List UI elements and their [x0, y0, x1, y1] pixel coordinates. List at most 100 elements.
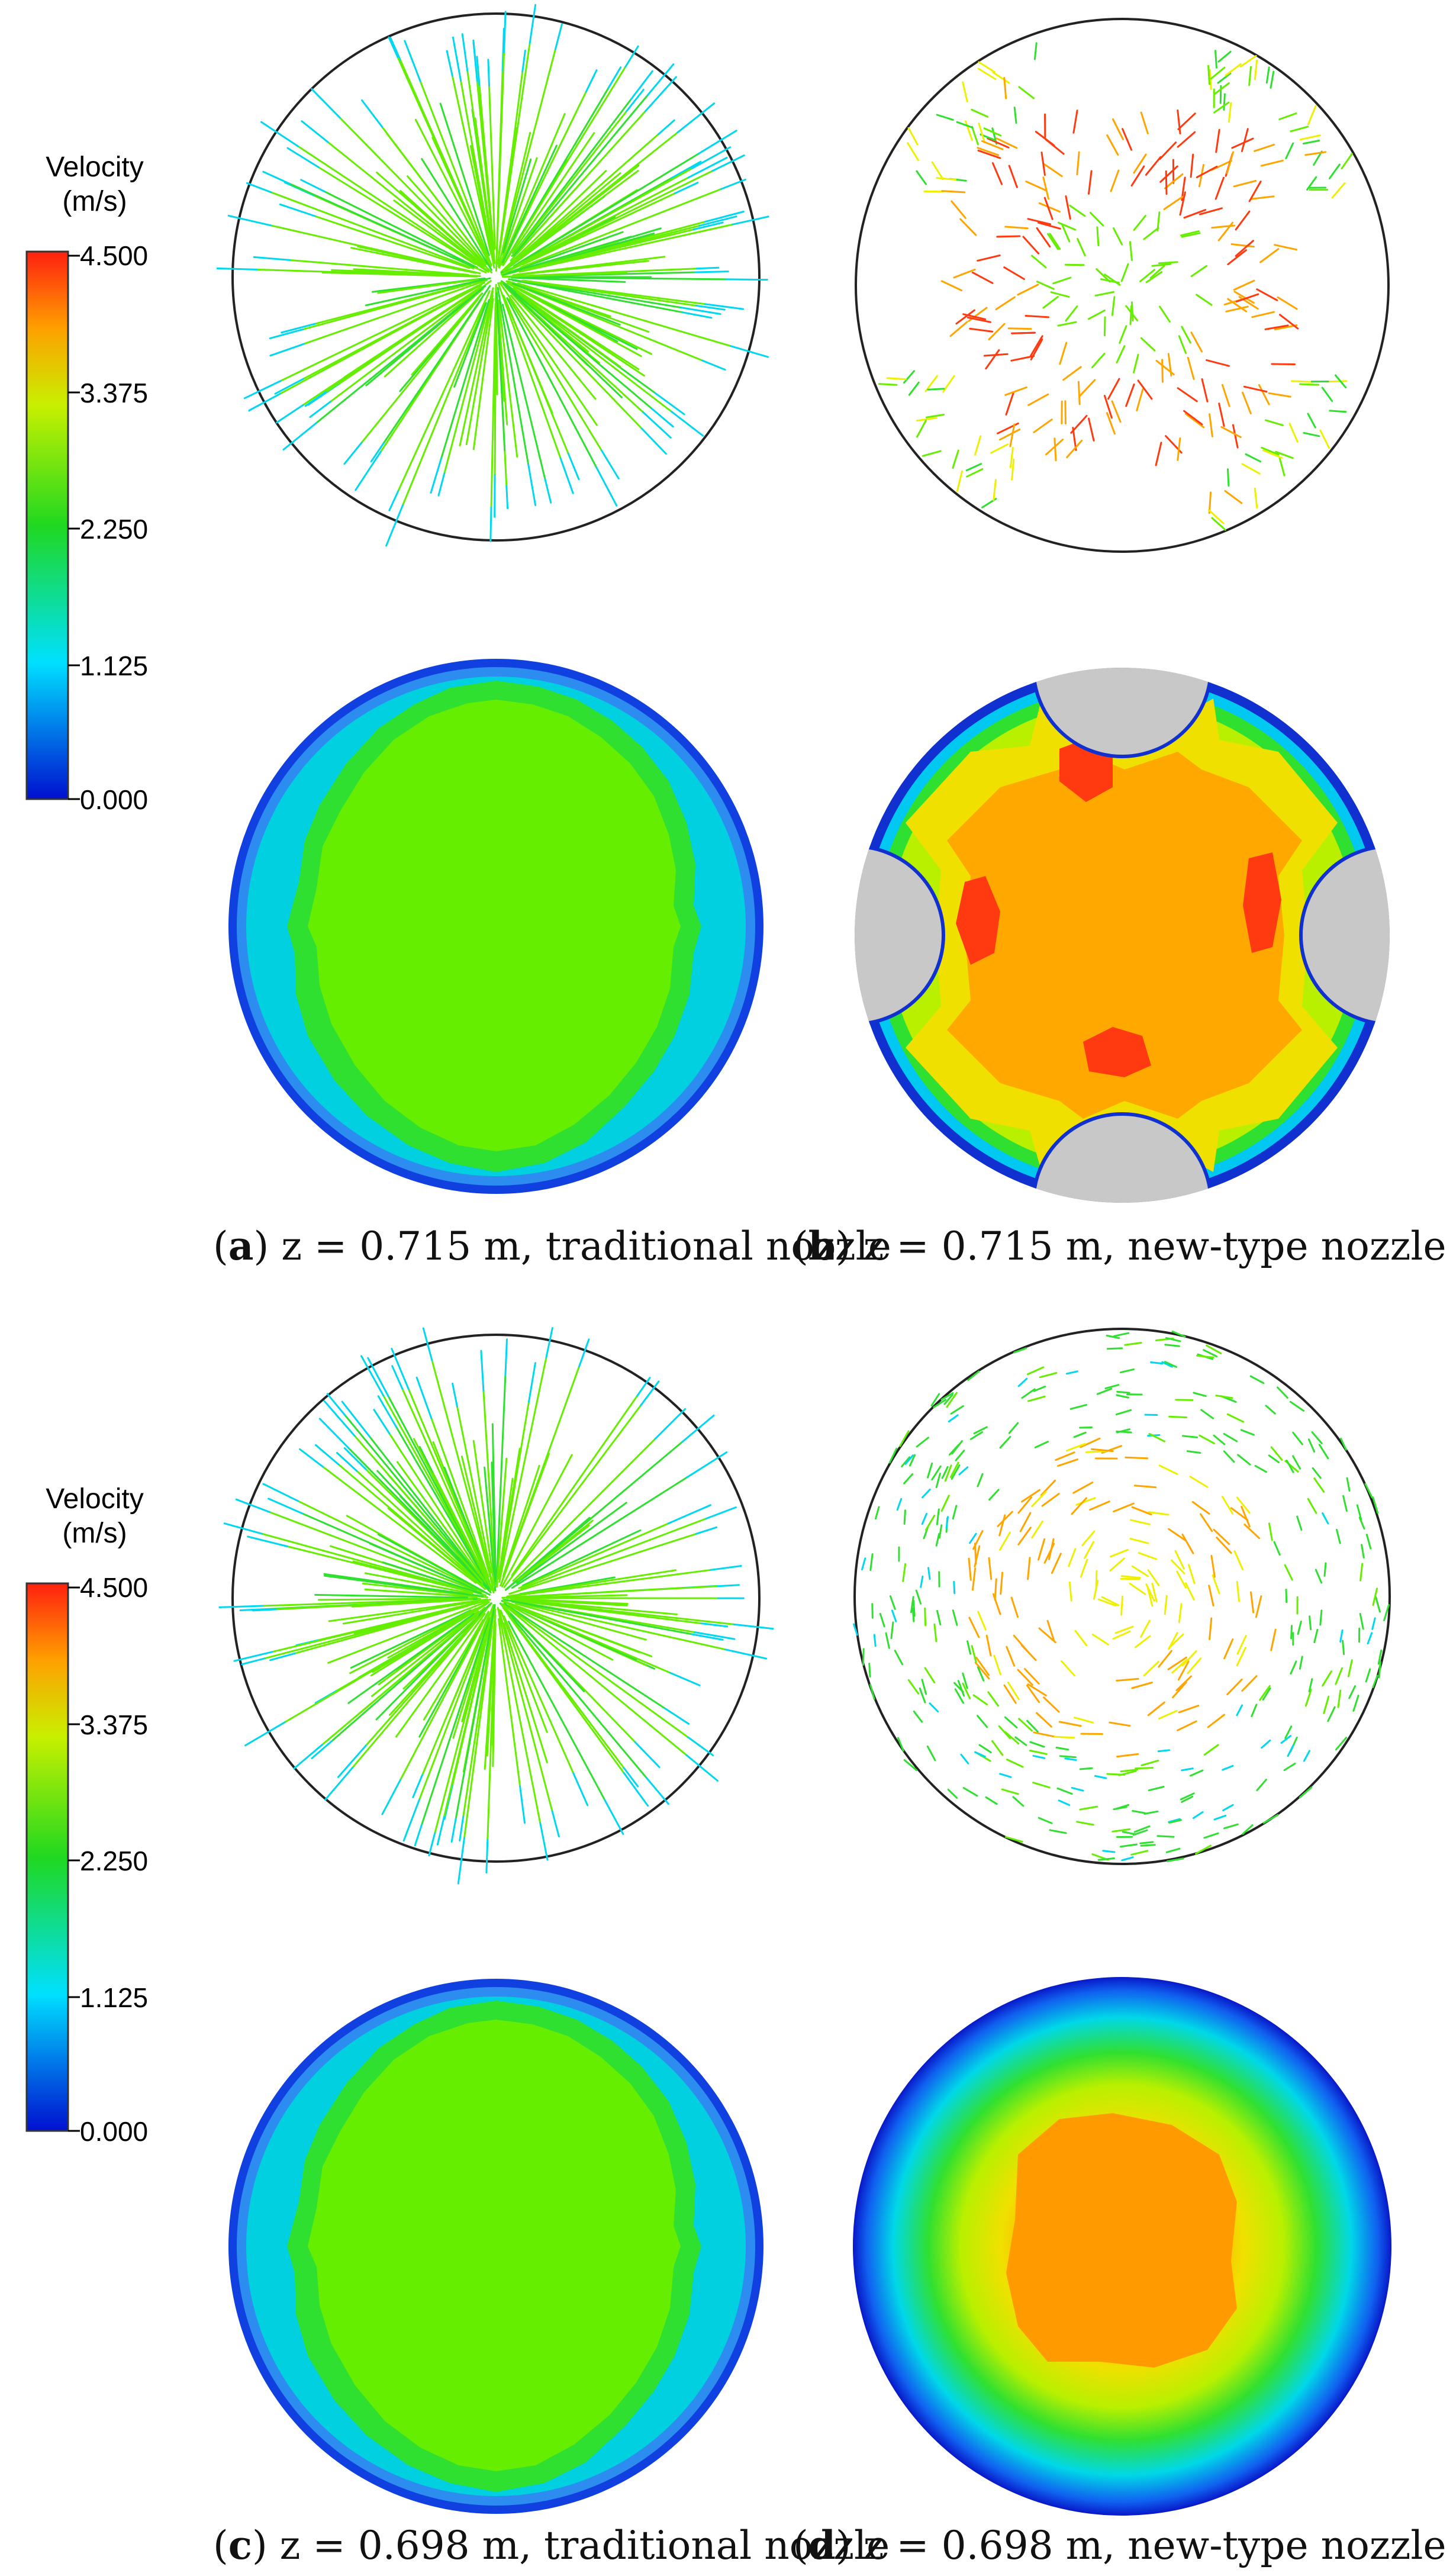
velocity-arrow [1139, 1841, 1154, 1844]
velocity-arrow [1383, 1604, 1390, 1621]
legend-tick: 4.500 [80, 1572, 148, 1603]
velocity-arrow [1164, 173, 1184, 189]
velocity-arrow [328, 1598, 488, 1622]
velocity-arrow [452, 1625, 488, 1739]
velocity-arrow [969, 1532, 977, 1544]
velocity-arrow [318, 1418, 350, 1450]
velocity-arrow [691, 146, 732, 169]
velocity-arrow [517, 170, 639, 261]
velocity-arrow [908, 1454, 916, 1467]
velocity-arrow [949, 321, 968, 337]
velocity-arrow [607, 66, 622, 89]
velocity-arrow [513, 94, 649, 257]
velocity-arrow [421, 1617, 491, 1826]
velocity-arrow [1027, 1395, 1046, 1402]
velocity-arrow [1218, 402, 1225, 427]
velocity-arrow [951, 1464, 961, 1480]
velocity-arrow [952, 1609, 958, 1626]
velocity-arrow [327, 141, 482, 266]
velocity-arrow [457, 1837, 465, 1885]
velocity-arrow [1176, 1570, 1187, 1589]
velocity-arrow [650, 407, 674, 428]
velocity-arrow [636, 1377, 651, 1398]
velocity-arrow [1181, 1650, 1197, 1667]
velocity-arrow [1299, 134, 1321, 141]
velocity-arrow [520, 188, 722, 269]
velocity-arrow [421, 1620, 488, 1776]
velocity-arrow [504, 1338, 508, 1376]
velocity-arrow [1190, 265, 1207, 278]
velocity-arrow [585, 69, 598, 93]
velocity-arrow [921, 1512, 927, 1525]
velocity-arrow [907, 127, 919, 146]
velocity-arrow [1009, 446, 1014, 468]
velocity-arrow [1065, 1370, 1078, 1375]
velocity-arrow [1209, 413, 1213, 437]
velocity-arrow [452, 1382, 458, 1408]
velocity-arrow [393, 199, 489, 272]
velocity-arrow [1164, 1361, 1177, 1368]
velocity-arrow [998, 1514, 1006, 1537]
velocity-arrow [476, 79, 495, 260]
velocity-arrow [944, 1464, 952, 1482]
velocity-arrow [991, 1740, 1004, 1756]
velocity-arrow [1365, 1668, 1371, 1683]
velocity-arrow [544, 478, 552, 504]
panel-c-velocity-contour [228, 1979, 763, 2514]
velocity-arrow [1259, 248, 1280, 263]
velocity-arrow [1143, 227, 1159, 240]
panel-d [853, 1328, 1391, 2516]
velocity-arrow [936, 1508, 940, 1525]
velocity-arrow [514, 1602, 647, 1641]
velocity-arrow [1264, 324, 1289, 330]
velocity-arrow [399, 1611, 489, 1781]
velocity-arrow [1329, 410, 1347, 413]
velocity-arrow [732, 215, 769, 226]
velocity-arrow [1089, 1500, 1110, 1511]
velocity-arrow [507, 1602, 671, 1674]
velocity-arrow [941, 190, 966, 194]
velocity-arrow [508, 1604, 614, 1661]
velocity-arrow [1052, 276, 1072, 285]
velocity-arrow [463, 1625, 494, 1839]
velocity-arrow [1223, 1823, 1239, 1830]
velocity-arrow [953, 1580, 956, 1595]
velocity-arrow [253, 256, 291, 261]
velocity-arrow [511, 1395, 638, 1576]
velocity-arrow [1346, 1477, 1351, 1492]
velocity-arrow [1111, 296, 1116, 316]
velocity-arrow [1304, 1689, 1312, 1707]
velocity-arrow [879, 1612, 885, 1628]
velocity-arrow [508, 298, 603, 452]
velocity-arrow [971, 271, 994, 284]
velocity-arrow [903, 370, 916, 384]
panel-d-velocity-vectors [853, 1330, 1390, 1862]
velocity-arrow [1340, 1437, 1347, 1451]
velocity-arrow [510, 1613, 585, 1692]
velocity-arrow [974, 1543, 977, 1565]
velocity-arrow [1116, 1753, 1139, 1758]
velocity-arrow [453, 302, 487, 388]
caption-a: (a) z = 0.715 m, traditional nozzle [213, 1223, 891, 1269]
velocity-arrow [1189, 1476, 1209, 1488]
legend-tick: 3.375 [80, 378, 148, 408]
velocity-arrow [500, 112, 566, 266]
velocity-arrow [1004, 226, 1029, 230]
velocity-arrow [930, 1393, 940, 1407]
velocity-arrow [1050, 291, 1070, 298]
velocity-arrow [1186, 1450, 1201, 1454]
velocity-arrow [440, 299, 490, 461]
velocity-arrow [1064, 1757, 1077, 1761]
velocity-arrow [517, 176, 690, 267]
velocity-arrow [554, 23, 563, 50]
velocity-arrow [491, 1461, 497, 1580]
caption-c: (c) z = 0.698 m, traditional nozzle [213, 2522, 890, 2568]
velocity-arrow [687, 1736, 714, 1756]
velocity-arrow [1307, 105, 1317, 125]
velocity-arrow [1288, 423, 1299, 443]
velocity-arrow [407, 1388, 495, 1594]
velocity-arrow [962, 313, 987, 320]
velocity-arrow [1315, 1569, 1323, 1584]
velocity-arrow [931, 161, 944, 181]
velocity-arrow [1322, 1670, 1332, 1687]
